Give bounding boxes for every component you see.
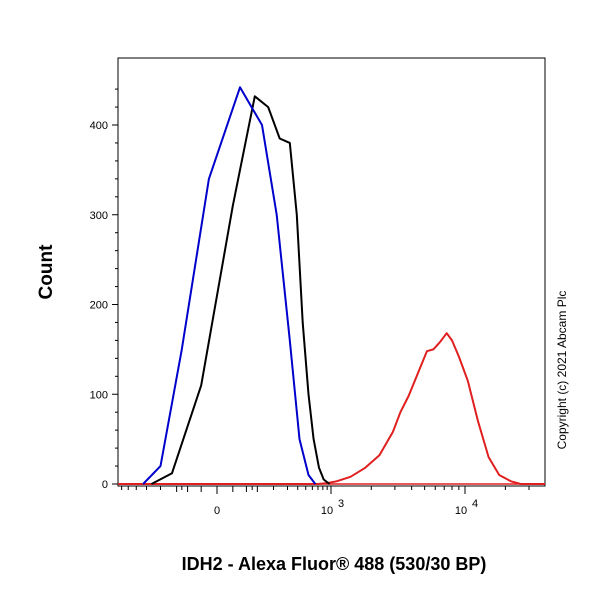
y-tick-label: 300: [90, 210, 108, 222]
x-tick-label: 10: [455, 505, 467, 517]
x-axis-title: IDH2 - Alexa Fluor® 488 (530/30 BP): [182, 554, 487, 574]
y-axis: 0 100 200 300 400: [90, 88, 118, 491]
x-axis: 0 10 3 10 4: [121, 486, 530, 517]
y-axis-title: Count: [36, 244, 57, 300]
plot-frame: [117, 57, 546, 487]
y-tick-label: 400: [90, 120, 108, 132]
x-tick-label: 10: [321, 505, 333, 517]
x-tick-exponent: 3: [338, 498, 344, 510]
x-tick-exponent: 4: [472, 498, 478, 510]
series-layer: [118, 86, 545, 485]
series-line-2: [151, 95, 331, 485]
series-line-3: [118, 332, 545, 485]
y-tick-label: 100: [90, 389, 108, 401]
y-tick-label: 0: [102, 479, 108, 491]
series-line-1: [142, 86, 317, 485]
copyright-annotation: Copyright (c) 2021 Abcam Plc: [555, 291, 569, 450]
x-tick-label: 0: [214, 505, 220, 517]
y-tick-label: 200: [90, 300, 108, 312]
